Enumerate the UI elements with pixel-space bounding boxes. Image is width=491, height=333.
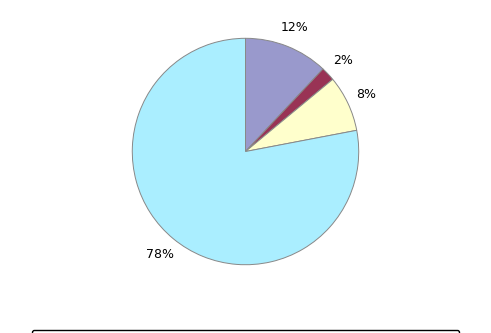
Text: 12%: 12%	[281, 21, 308, 34]
Text: 78%: 78%	[146, 248, 174, 261]
Wedge shape	[246, 38, 323, 152]
Text: 8%: 8%	[356, 88, 377, 101]
Wedge shape	[246, 79, 357, 152]
Wedge shape	[132, 38, 359, 265]
Wedge shape	[246, 69, 333, 152]
Legend: Wages & Salaries, Employee Benefits, Operating Expenses, Safety Net: Wages & Salaries, Employee Benefits, Ope…	[31, 330, 460, 333]
Text: 2%: 2%	[333, 54, 353, 67]
